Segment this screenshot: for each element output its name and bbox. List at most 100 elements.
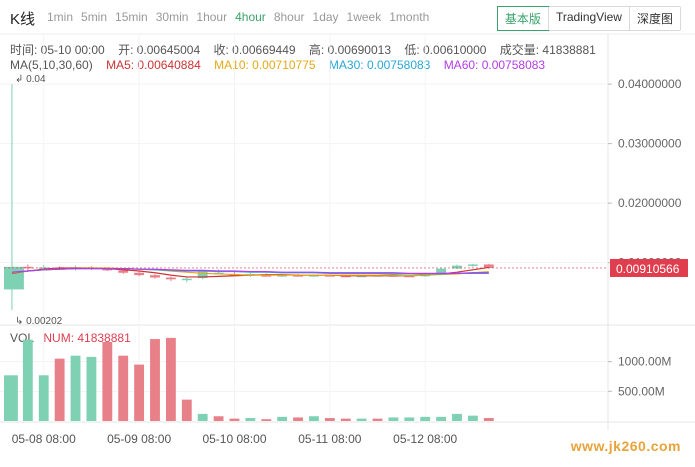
volume-bar: [197, 413, 208, 421]
volume-tick-label: 1000.00M: [618, 355, 671, 369]
period-8hour[interactable]: 8hour: [273, 10, 305, 24]
candle-body: [309, 275, 319, 277]
candle-body: [102, 268, 113, 271]
mode-tab-0[interactable]: 基本版: [496, 6, 549, 31]
volume-bar: [356, 418, 367, 421]
price-tick-label: 0.04000000: [618, 77, 682, 91]
volume-bar: [324, 418, 335, 421]
volume-legend-label: VOL: [10, 331, 35, 345]
candle-body: [245, 273, 256, 276]
candle-body: [293, 275, 303, 277]
volume-bar: [4, 375, 18, 421]
chart-toolbar: K线 1min 5min 15min 30min 1hour 4hour 8hour 1day…: [0, 0, 695, 34]
ohlc-open: 开: 0.00645004: [118, 43, 201, 57]
price-tick-label: 0.01000000: [618, 256, 682, 270]
time-tick-label: 05-09 08:00: [107, 432, 171, 446]
ma5-line: [11, 266, 489, 278]
ma30-line: [11, 268, 489, 275]
candle-body: [54, 267, 65, 269]
volume-bar: [309, 416, 319, 421]
ohlc-high: 高: 0.00690013: [308, 43, 391, 57]
candle-body: [86, 267, 97, 269]
price-tick-label: 0.03000000: [618, 137, 682, 151]
period-1min[interactable]: 1min: [47, 10, 74, 24]
ma60-value: MA60: 0.00758083: [443, 58, 546, 72]
period-5min[interactable]: 5min: [81, 10, 108, 24]
watermark: www.jk260.com: [570, 438, 681, 454]
candle-body: [22, 266, 33, 269]
last-price-label: 0.00910566: [616, 262, 680, 276]
volume-legend: VOL NUM: 41838881: [10, 331, 137, 345]
volume-bar: [70, 355, 81, 421]
min-price-annotation: ↳ 0.00202: [15, 316, 63, 327]
period-1hour[interactable]: 1hour: [196, 10, 228, 24]
volume-bar: [102, 342, 113, 421]
candle-body: [324, 275, 335, 277]
volume-bar: [86, 356, 97, 421]
time-tick-label: 05-12 08:00: [393, 432, 457, 446]
candle-body: [340, 275, 351, 278]
time-tick-label: 05-11 08:00: [298, 432, 361, 446]
candle-body: [356, 275, 367, 278]
candle-body: [452, 265, 462, 269]
period-1day[interactable]: 1day: [312, 10, 339, 24]
candle-body: [150, 275, 160, 278]
ma30-value: MA30: 0.00758083: [328, 58, 431, 72]
volume-bar: [150, 339, 160, 421]
view-mode-selector: 基本版 TradingView 深度图: [496, 6, 681, 31]
period-1week[interactable]: 1week: [346, 10, 382, 24]
volume-bar: [293, 417, 303, 421]
volume-bar: [54, 358, 65, 421]
ma10-value: MA10: 0.00710775: [214, 58, 316, 72]
last-price-tag: [610, 258, 688, 277]
volume-bar: [22, 339, 33, 421]
volume-bar: [213, 416, 224, 421]
price-tick-label: 0.02000000: [618, 196, 682, 210]
volume-bar: [38, 375, 49, 421]
candle-body: [277, 275, 288, 277]
candle-body: [4, 266, 24, 290]
period-selector: 1min 5min 15min 30min 1hour 4hour 8hour 1day 1we…: [47, 10, 437, 24]
period-1month[interactable]: 1month: [389, 10, 430, 24]
period-15min[interactable]: 15min: [115, 10, 148, 24]
candle-body: [181, 278, 192, 281]
candle-body: [165, 277, 176, 280]
candle-body: [467, 264, 478, 266]
ohlc-info: 时间: 05-10 00:00 开: 0.00645004 收: 0.00669…: [10, 41, 606, 58]
volume-num: NUM: 41838881: [43, 331, 131, 345]
mode-tab-1[interactable]: TradingView: [547, 7, 629, 30]
ma60-line: [11, 268, 489, 274]
ohlc-low: 低: 0.00610000: [404, 43, 487, 57]
volume-bar: [118, 355, 129, 421]
volume-bar: [245, 418, 256, 421]
time-tick-label: 05-08 08:00: [12, 432, 76, 446]
volume-bar: [467, 415, 478, 421]
ohlc-time: 时间: 05-10 00:00: [10, 43, 105, 57]
max-price-annotation: ↲ 0.04: [15, 74, 46, 85]
volume-bar: [277, 416, 288, 421]
candle-body: [420, 273, 431, 277]
period-30min[interactable]: 30min: [155, 10, 189, 24]
ma5-value: MA5: 0.00640884: [106, 58, 201, 72]
candle-body: [197, 271, 208, 279]
candle-body: [404, 275, 415, 278]
ma-legend-label: MA(5,10,30,60): [10, 58, 93, 72]
candle-body: [38, 267, 49, 269]
ohlc-close: 收: 0.00669449: [213, 43, 296, 57]
candle-body: [261, 275, 272, 277]
volume-bar: [420, 416, 431, 421]
mode-tab-2[interactable]: 深度图: [628, 7, 680, 30]
candle-body: [483, 264, 494, 269]
candle-body: [118, 270, 129, 273]
volume-bar: [404, 417, 415, 421]
candle-body: [372, 275, 383, 277]
volume-bar: [436, 416, 447, 421]
volume-bar: [483, 418, 494, 421]
candle-body: [134, 272, 145, 276]
period-4hour[interactable]: 4hour: [235, 10, 266, 24]
volume-bar: [165, 337, 176, 421]
volume-bar: [181, 399, 192, 421]
candle-body: [213, 272, 224, 275]
volume-bar: [452, 413, 462, 421]
chart-title: K线: [10, 11, 36, 28]
